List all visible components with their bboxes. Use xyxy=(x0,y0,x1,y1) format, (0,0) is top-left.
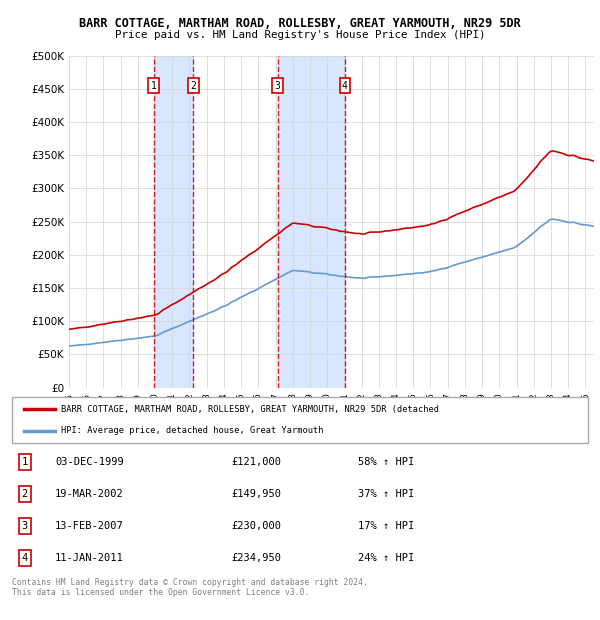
Text: 3: 3 xyxy=(275,81,281,91)
Text: Price paid vs. HM Land Registry's House Price Index (HPI): Price paid vs. HM Land Registry's House … xyxy=(115,30,485,40)
Text: £230,000: £230,000 xyxy=(231,521,281,531)
Text: 19-MAR-2002: 19-MAR-2002 xyxy=(55,489,124,499)
Text: £121,000: £121,000 xyxy=(231,458,281,467)
Text: 3: 3 xyxy=(22,521,28,531)
Text: 4: 4 xyxy=(22,552,28,562)
Text: 4: 4 xyxy=(342,81,348,91)
Text: £149,950: £149,950 xyxy=(231,489,281,499)
Text: 1: 1 xyxy=(22,458,28,467)
Text: £234,950: £234,950 xyxy=(231,552,281,562)
Text: 17% ↑ HPI: 17% ↑ HPI xyxy=(358,521,414,531)
Text: BARR COTTAGE, MARTHAM ROAD, ROLLESBY, GREAT YARMOUTH, NR29 5DR (detached: BARR COTTAGE, MARTHAM ROAD, ROLLESBY, GR… xyxy=(61,405,439,414)
Bar xyxy=(154,56,193,388)
Text: HPI: Average price, detached house, Great Yarmouth: HPI: Average price, detached house, Grea… xyxy=(61,426,323,435)
Bar xyxy=(278,56,345,388)
Text: 1: 1 xyxy=(151,81,157,91)
Text: BARR COTTAGE, MARTHAM ROAD, ROLLESBY, GREAT YARMOUTH, NR29 5DR: BARR COTTAGE, MARTHAM ROAD, ROLLESBY, GR… xyxy=(79,17,521,30)
Text: 2: 2 xyxy=(190,81,196,91)
Text: 58% ↑ HPI: 58% ↑ HPI xyxy=(358,458,414,467)
Text: 13-FEB-2007: 13-FEB-2007 xyxy=(55,521,124,531)
Text: Contains HM Land Registry data © Crown copyright and database right 2024.
This d: Contains HM Land Registry data © Crown c… xyxy=(12,578,368,597)
Text: 37% ↑ HPI: 37% ↑ HPI xyxy=(358,489,414,499)
Text: 03-DEC-1999: 03-DEC-1999 xyxy=(55,458,124,467)
Text: 24% ↑ HPI: 24% ↑ HPI xyxy=(358,552,414,562)
Text: 11-JAN-2011: 11-JAN-2011 xyxy=(55,552,124,562)
Text: 2: 2 xyxy=(22,489,28,499)
